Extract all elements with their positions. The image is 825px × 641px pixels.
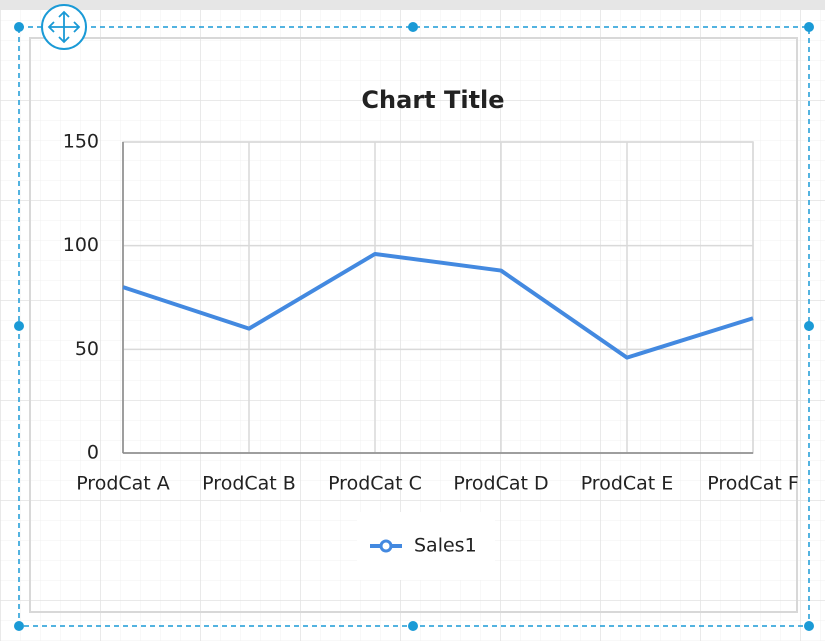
resize-handles[interactable]	[14, 22, 814, 631]
x-tick-label: ProdCat F	[707, 473, 799, 495]
x-tick-label: ProdCat A	[76, 473, 170, 495]
chart-title: Chart Title	[361, 86, 504, 114]
y-tick-label: 150	[63, 131, 99, 153]
y-tick-label: 0	[87, 442, 99, 464]
move-handle[interactable]	[41, 4, 87, 50]
x-tick-label: ProdCat C	[328, 473, 422, 495]
y-tick-label: 100	[63, 234, 99, 256]
series-line	[122, 251, 754, 360]
legend-marker	[379, 539, 393, 553]
chart-border	[29, 37, 798, 613]
x-tick-label: ProdCat B	[202, 473, 296, 495]
legend-label: Sales1	[414, 535, 477, 557]
x-tick-label: ProdCat E	[581, 473, 674, 495]
x-tick-label: ProdCat D	[453, 473, 548, 495]
y-tick-label: 50	[75, 338, 99, 360]
top-strip	[0, 0, 825, 10]
